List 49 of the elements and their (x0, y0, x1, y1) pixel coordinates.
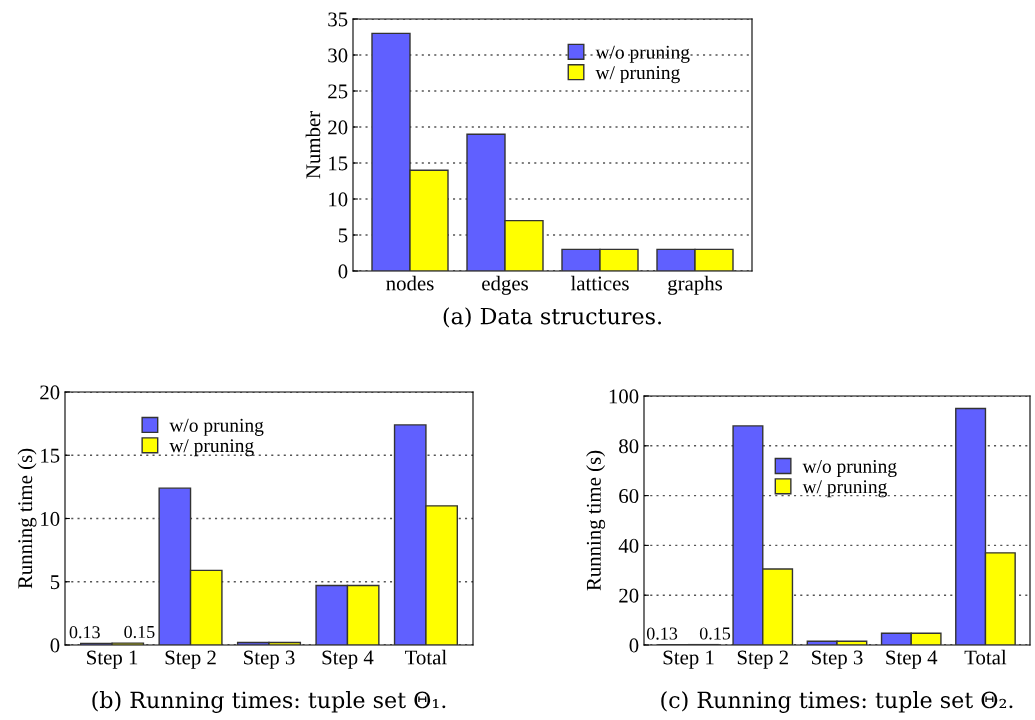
legend-label: w/ pruning (169, 439, 254, 457)
x-tick-label: Step 2 (737, 650, 788, 669)
x-tick-label: graphs (668, 275, 723, 295)
x-tick-label: Total (964, 649, 1007, 665)
y-tick-label: 20 (328, 120, 348, 135)
y-tick-label: 0 (338, 264, 348, 279)
y-tick-label: 10 (329, 192, 348, 207)
data-label: 0.15 (699, 627, 731, 640)
y-tick-label: 25 (328, 84, 348, 99)
y-tick-label: 0 (629, 638, 639, 653)
x-tick-label: Step 3 (244, 650, 295, 669)
data-label: 0.13 (69, 626, 100, 639)
y-tick-label: 15 (329, 156, 348, 171)
y-axis-title: Running time (s) (17, 448, 37, 589)
x-tick-label: Step 1 (87, 650, 138, 669)
legend-label: w/o pruning (802, 459, 897, 477)
x-tick-label: edges (482, 275, 528, 295)
text: (a) Data structures. (443, 307, 661, 328)
legend-label: w/o pruning (595, 45, 690, 63)
legend-label: w/o pruning (169, 418, 264, 436)
y-tick-label: 15 (41, 448, 60, 463)
y-axis-title: Running time (s) (586, 450, 606, 591)
x-tick-label: Step 3 (812, 650, 863, 669)
y-axis-title: Number (305, 111, 321, 179)
y-tick-label: 100 (609, 389, 639, 404)
y-tick-label: 80 (619, 439, 639, 454)
y-tick-label: 20 (619, 588, 639, 603)
y-tick-label: 10 (41, 511, 60, 526)
legend-label: w/ pruning (802, 480, 887, 498)
data-label: 0.13 (646, 627, 678, 640)
y-tick-label: 5 (338, 228, 348, 243)
y-tick-label: 0 (50, 638, 60, 653)
y-tick-label: 20 (40, 385, 60, 400)
y-tick-label: 60 (619, 488, 639, 504)
data-label: 0.15 (124, 625, 155, 639)
x-tick-label: Total (405, 649, 447, 665)
x-tick-label: nodes (386, 275, 434, 291)
y-tick-label: 30 (328, 48, 348, 63)
y-tick-label: 40 (618, 538, 639, 553)
legend-label: w/ pruning (595, 66, 680, 84)
y-tick-label: 5 (50, 575, 60, 590)
text: (b) Running times: tuple set Θ₁. (92, 691, 446, 713)
y-tick-label: 35 (328, 12, 348, 27)
x-tick-label: lattices (570, 275, 629, 291)
text: (c) Running times: tuple set Θ₂. (661, 691, 1013, 713)
x-tick-label: Step 4 (322, 650, 374, 669)
x-tick-label: Step 4 (886, 650, 938, 669)
x-tick-label: Step 2 (165, 650, 216, 669)
x-tick-label: Step 1 (663, 650, 714, 669)
